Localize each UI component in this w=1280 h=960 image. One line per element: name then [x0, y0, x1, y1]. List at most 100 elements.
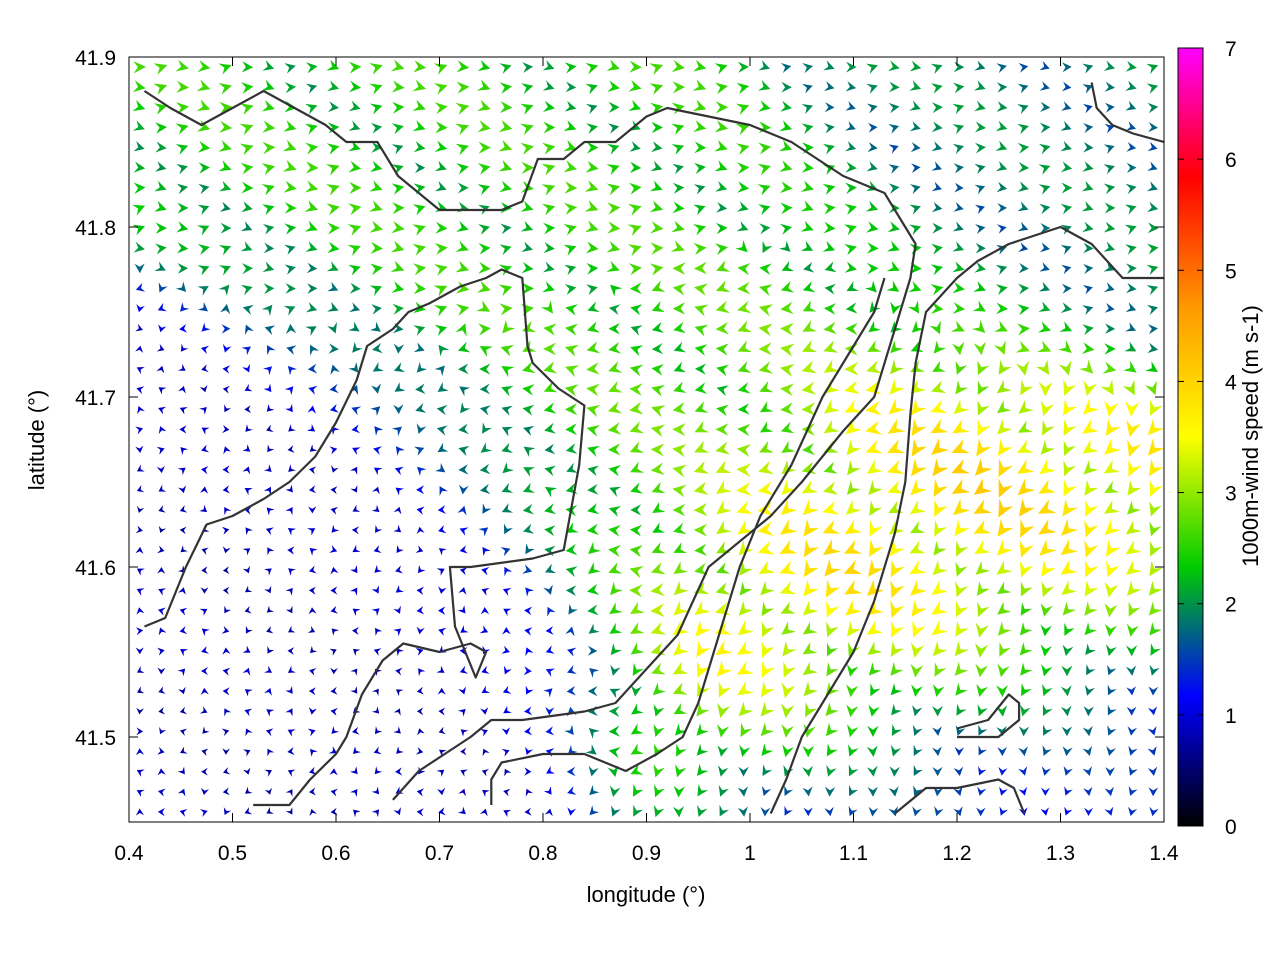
wind-arrow: [650, 221, 664, 234]
wind-arrow: [157, 667, 166, 675]
wind-arrow: [826, 764, 837, 777]
wind-arrow: [694, 162, 706, 175]
wind-arrow: [136, 588, 145, 596]
wind-arrow: [243, 767, 251, 775]
wind-arrow: [975, 224, 986, 234]
wind-arrow: [218, 140, 232, 152]
wind-arrow: [1018, 162, 1030, 173]
wind-arrow: [802, 745, 815, 758]
wind-arrow: [158, 426, 167, 435]
wind-arrow: [285, 789, 293, 797]
wind-arrow: [1082, 305, 1094, 315]
wind-arrow: [264, 665, 273, 673]
wind-arrow: [564, 181, 578, 194]
wind-arrow: [369, 103, 383, 115]
wind-arrow: [783, 661, 796, 678]
wind-arrow: [1061, 182, 1073, 194]
wind-arrow: [133, 141, 145, 152]
wind-arrow: [197, 141, 211, 153]
wind-arrow: [501, 442, 514, 453]
wind-arrow: [760, 580, 775, 596]
wind-arrow: [651, 384, 665, 397]
wind-arrow: [673, 341, 686, 353]
wind-arrow: [567, 745, 578, 755]
wind-arrow: [716, 660, 733, 677]
wind-arrow: [177, 263, 189, 274]
wind-arrow: [1104, 323, 1116, 334]
wind-arrow: [242, 667, 251, 676]
wind-arrow: [823, 359, 840, 373]
wind-arrow: [846, 684, 859, 698]
wind-arrow: [374, 726, 383, 735]
wind-arrow: [371, 304, 382, 315]
wind-arrow: [1106, 560, 1120, 578]
wind-arrow: [218, 245, 232, 256]
wind-arrow: [1040, 644, 1052, 657]
wind-arrow: [758, 461, 774, 475]
wind-arrow: [822, 164, 836, 175]
wind-arrow: [801, 480, 818, 494]
wind-arrow: [715, 181, 728, 192]
wind-arrow: [1017, 420, 1033, 433]
wind-arrow: [909, 224, 922, 236]
wind-arrow: [1084, 601, 1098, 616]
wind-arrow: [307, 728, 316, 737]
wind-arrow: [886, 280, 900, 292]
wind-arrow: [523, 666, 532, 676]
wind-arrow: [1019, 642, 1033, 656]
wind-arrow: [1042, 420, 1055, 436]
wind-arrow: [629, 364, 644, 377]
wind-arrow: [199, 809, 208, 817]
wind-arrow: [757, 163, 771, 176]
wind-arrow: [1018, 786, 1028, 796]
wind-arrow: [197, 60, 211, 72]
wind-arrow: [586, 383, 600, 397]
wind-arrow: [393, 605, 401, 614]
wind-arrow: [1063, 479, 1077, 497]
y-axis-title: latitude (°): [24, 390, 49, 491]
wind-arrow: [244, 383, 253, 392]
wind-arrow: [608, 562, 623, 574]
wind-arrow: [200, 345, 210, 354]
wind-arrow: [374, 564, 383, 573]
wind-arrow: [650, 424, 666, 438]
wind-arrow: [888, 102, 900, 114]
wind-arrow: [629, 421, 644, 434]
wind-arrow: [757, 481, 774, 496]
wind-arrow: [976, 438, 992, 457]
wind-arrow: [975, 663, 988, 678]
wind-arrow: [373, 545, 382, 553]
wind-arrow: [1106, 745, 1116, 756]
wind-arrow: [499, 180, 513, 193]
wind-arrow: [264, 568, 272, 576]
wind-arrow: [911, 163, 921, 173]
wind-arrow: [240, 221, 253, 231]
wind-arrow: [482, 422, 492, 434]
wind-arrow: [951, 459, 971, 474]
wind-arrow: [974, 540, 991, 555]
wind-arrow: [974, 60, 986, 71]
wind-arrow: [135, 808, 144, 816]
wind-arrow: [826, 662, 839, 677]
wind-arrow: [1020, 602, 1033, 616]
wind-arrow: [996, 560, 1013, 575]
wind-arrow: [347, 224, 362, 236]
wind-arrow: [566, 766, 576, 777]
wind-arrow: [1040, 223, 1051, 234]
wind-arrow: [263, 242, 275, 254]
wind-arrow: [632, 784, 644, 797]
wind-arrow: [608, 443, 621, 456]
wind-arrow: [1039, 262, 1050, 272]
wind-arrow: [826, 621, 839, 638]
wind-arrow: [352, 746, 361, 754]
wind-arrow: [158, 282, 168, 293]
wind-arrow: [390, 59, 405, 72]
wind-arrow: [1103, 60, 1116, 71]
wind-arrow: [158, 607, 166, 616]
wind-arrow: [607, 765, 619, 777]
wind-arrow: [588, 623, 600, 634]
wind-arrow: [1126, 500, 1141, 515]
wind-arrow: [715, 300, 730, 314]
wind-arrow: [1081, 201, 1094, 212]
wind-vectors: [132, 59, 1164, 818]
